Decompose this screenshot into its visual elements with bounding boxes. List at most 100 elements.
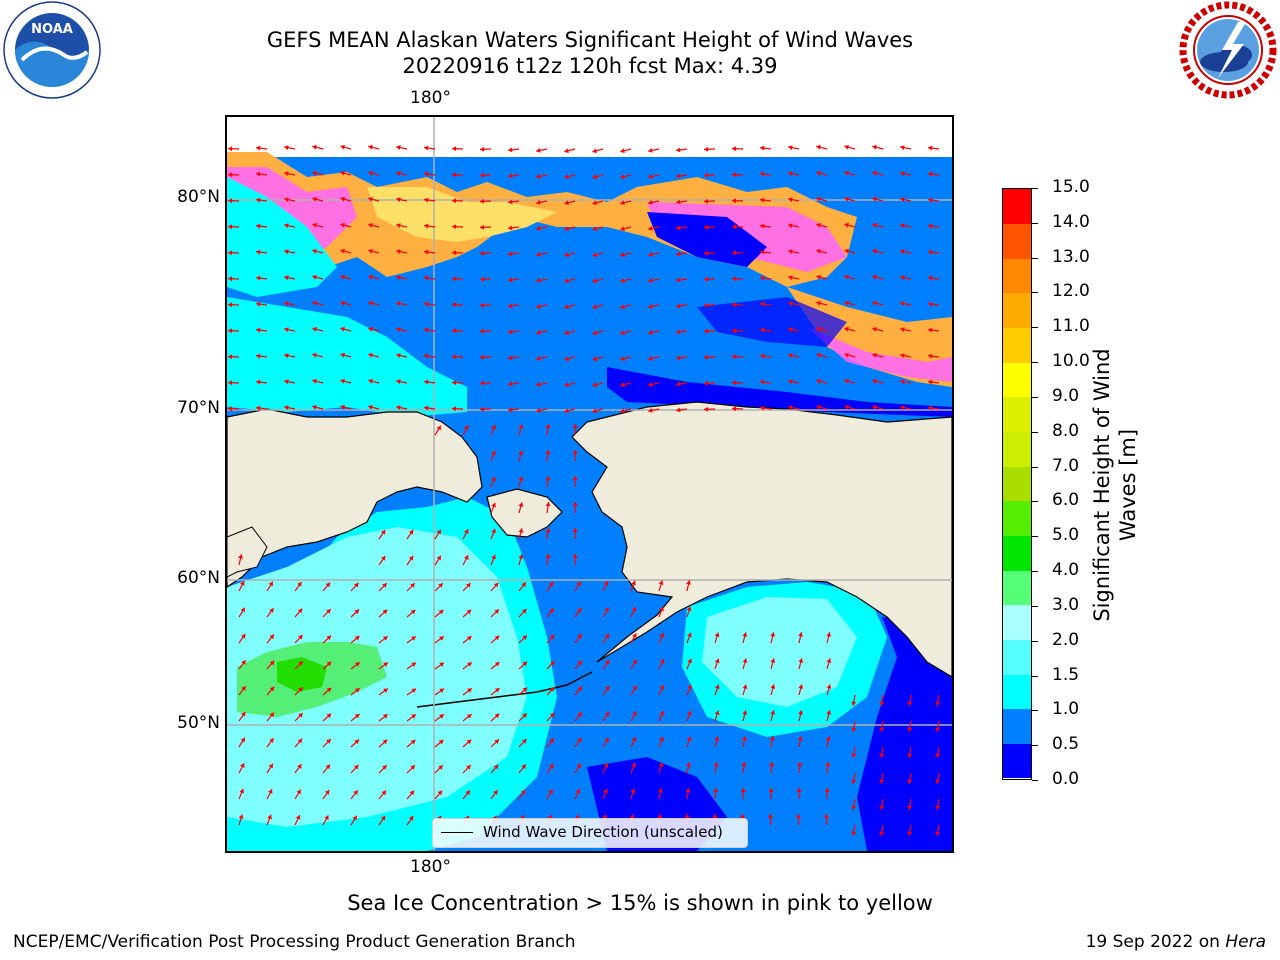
wave-direction-arrowhead [518, 450, 524, 455]
colorbar-tick-label: 1.0 [1052, 699, 1080, 720]
wave-direction-arrowhead [900, 353, 905, 359]
wave-direction-arrowhead [396, 327, 401, 332]
wave-direction-arrowhead [383, 688, 388, 693]
wave-direction-arrowhead [312, 326, 317, 332]
wave-direction-arrowhead [844, 248, 849, 254]
wave-direction-arrowhead [368, 196, 373, 202]
wave-direction-arrowhead [548, 582, 554, 587]
colorbar-tick-label: 15.0 [1052, 177, 1090, 197]
wave-direction-arrowhead [928, 223, 933, 229]
wave-direction-arrowhead [564, 226, 569, 232]
wave-direction-arrowhead [536, 225, 541, 231]
wave-direction-arrowhead [620, 226, 625, 232]
wave-direction-arrowhead [795, 814, 801, 819]
wave-direction-arrowhead [452, 146, 457, 152]
wave-direction-arrowhead [928, 301, 933, 307]
colorbar-segment [1003, 604, 1031, 640]
wave-direction-arrowhead [312, 144, 317, 150]
wave-direction-arrowhead [704, 406, 709, 412]
wave-direction-arrowhead [760, 223, 765, 229]
wave-direction-arrowhead [676, 303, 681, 309]
wave-direction-arrowhead [648, 304, 653, 309]
wave-direction-arrowhead [935, 805, 941, 810]
wave-direction-arrowhead [550, 687, 555, 692]
wave-direction-arrowhead [687, 710, 692, 716]
wave-direction-arrowhead [620, 304, 625, 310]
colorbar-tick-mark [1032, 745, 1038, 747]
wave-direction-arrowhead [467, 688, 472, 693]
wave-direction-arrowhead [900, 327, 905, 333]
credit-text: NCEP/EMC/Verification Post Processing Pr… [13, 932, 576, 952]
wave-direction-arrowhead [228, 380, 233, 386]
wave-direction-arrowhead [816, 274, 821, 280]
wave-direction-arrowhead [788, 171, 793, 177]
wave-direction-arrowhead [676, 199, 681, 205]
wave-direction-arrowhead [907, 701, 913, 706]
wave-direction-arrowhead [438, 739, 444, 745]
colorbar-segment [1003, 189, 1031, 225]
wave-direction-arrowhead [844, 144, 849, 150]
wave-direction-arrowhead [879, 831, 885, 836]
wave-direction-arrowhead [436, 425, 441, 431]
wave-direction-arrowhead [340, 378, 345, 384]
wave-direction-arrowhead [844, 170, 849, 176]
wave-direction-arrowhead [604, 737, 609, 743]
wave-direction-arrowhead [491, 450, 496, 456]
wave-direction-arrowhead [269, 686, 275, 692]
wave-direction-arrowhead [577, 712, 582, 717]
wave-direction-arrowhead [508, 199, 513, 205]
wave-direction-arrowhead [355, 662, 360, 667]
wave-direction-arrowhead [284, 249, 289, 255]
wave-direction-arrowhead [520, 789, 526, 795]
colorbar-label: Significant Height of Wind Waves [m] [1090, 348, 1140, 622]
wave-direction-arrowhead [684, 814, 690, 819]
wave-direction-arrowhead [298, 661, 303, 666]
colorbar-tick-label: 9.0 [1052, 385, 1080, 406]
wave-direction-arrowhead [424, 223, 429, 229]
wave-direction-arrowhead [508, 329, 513, 335]
wave-direction-arrowhead [241, 686, 246, 691]
wave-direction-arrowhead [632, 685, 637, 691]
wave-direction-arrowhead [452, 380, 457, 386]
wave-direction-arrowhead [267, 814, 272, 820]
wave-direction-arrowhead [508, 303, 513, 309]
wave-direction-arrowhead [760, 405, 765, 411]
wave-direction-arrowhead [572, 450, 578, 455]
colorbar-tick-label: 12.0 [1052, 281, 1090, 302]
wave-direction-arrowhead [851, 727, 857, 732]
wave-direction-arrowhead [545, 554, 551, 559]
wave-direction-arrowhead [480, 302, 485, 308]
wave-direction-arrowhead [844, 352, 849, 358]
wave-direction-arrowhead [408, 529, 414, 535]
wave-direction-arrowhead [825, 762, 831, 767]
wave-direction-arrowhead [424, 145, 429, 151]
wave-direction-arrowhead [816, 378, 821, 384]
wave-direction-arrowhead [769, 762, 775, 767]
wave-direction-arrowhead [408, 816, 414, 821]
wave-direction-arrowhead [508, 277, 513, 283]
colorbar-tick-mark [1032, 571, 1038, 573]
wave-direction-arrowhead [572, 528, 578, 533]
wave-direction-arrowhead [410, 609, 416, 615]
noaa-logo-text: NOAA [31, 22, 73, 37]
wave-direction-arrowhead [879, 779, 885, 784]
wave-direction-arrowhead [631, 580, 636, 586]
wave-direction-arrowhead [452, 302, 457, 308]
wave-direction-arrowhead [564, 278, 569, 284]
colorbar-tick-label: 0.0 [1052, 769, 1080, 789]
wave-direction-arrowhead [439, 688, 444, 693]
map-panel: Wind Wave Direction (unscaled) [225, 115, 954, 853]
wave-direction-arrowhead [659, 633, 665, 638]
wave-direction-arrowhead [760, 301, 765, 307]
wave-direction-arrowhead [312, 378, 317, 384]
wave-direction-arrowhead [228, 328, 233, 334]
wave-direction-arrowhead [494, 713, 500, 719]
wave-direction-arrowhead [676, 251, 681, 257]
bright-green-wave-patch [277, 657, 327, 692]
wave-direction-arrowhead [312, 196, 317, 202]
wave-direction-arrowhead [676, 225, 681, 231]
wave-direction-arrowhead [340, 222, 345, 228]
wave-direction-arrowhead [603, 581, 609, 586]
wave-direction-arrowhead [935, 727, 941, 732]
wave-direction-arrowhead [228, 146, 233, 152]
